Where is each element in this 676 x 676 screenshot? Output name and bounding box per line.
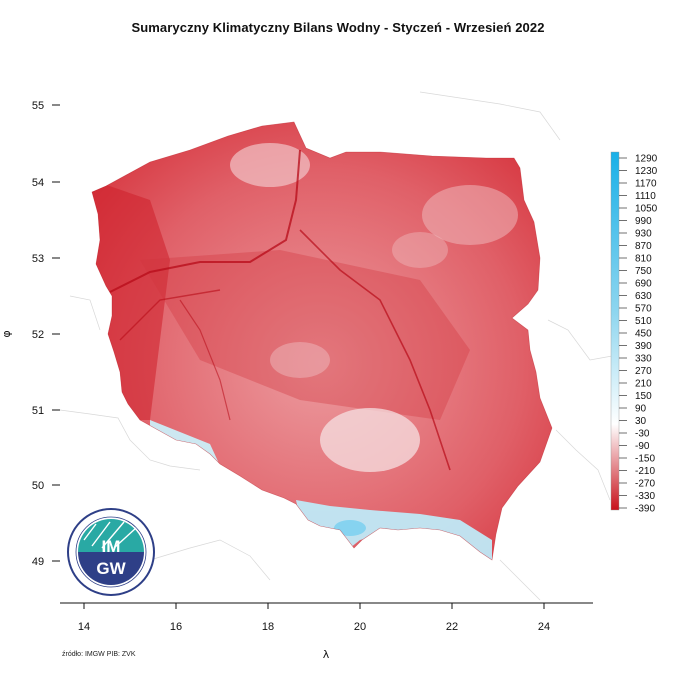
logo-text-top: IM	[102, 537, 121, 556]
legend-label: 390	[635, 341, 652, 352]
x-axis: 14 16 18 20 22 24 λ	[60, 602, 593, 661]
legend-label: 270	[635, 366, 652, 377]
legend-label: 750	[635, 266, 652, 277]
y-tick-label: 55	[32, 100, 44, 112]
map-title: Sumaryczny Klimatyczny Bilans Wodny - St…	[131, 20, 545, 35]
legend-label: -90	[635, 441, 650, 452]
legend-label: -30	[635, 429, 650, 440]
x-tick-label: 14	[78, 621, 90, 633]
x-tick-label: 22	[446, 621, 458, 633]
legend-label: 210	[635, 379, 652, 390]
legend-label: 930	[635, 229, 652, 240]
neighbour-borders	[59, 91, 613, 601]
y-axis: 55 54 53 52 51 50 49 φ	[0, 100, 60, 568]
x-tick-label: 20	[354, 621, 366, 633]
legend-label: 690	[635, 279, 652, 290]
y-tick-label: 53	[32, 253, 44, 265]
imgw-logo: IM GW	[67, 508, 155, 596]
legend-label: -150	[635, 454, 655, 465]
legend-label: 90	[635, 404, 647, 415]
legend-label: -390	[635, 504, 655, 515]
legend-label: 450	[635, 329, 652, 340]
logo-wave-lines	[83, 521, 137, 549]
poland-water-balance-raster	[91, 121, 553, 561]
x-tick-label: 18	[262, 621, 274, 633]
legend-label: 30	[635, 416, 647, 427]
y-axis-title: φ	[0, 330, 13, 337]
y-tick-label: 54	[32, 177, 44, 189]
legend-label: 810	[635, 254, 652, 265]
legend-label: 630	[635, 291, 652, 302]
y-tick-label: 51	[32, 405, 44, 417]
logo-text-bottom: GW	[96, 559, 126, 578]
legend-label: 510	[635, 316, 652, 327]
legend-label: -330	[635, 491, 655, 502]
legend-label: 1110	[635, 191, 656, 202]
y-tick-label: 49	[32, 556, 44, 568]
x-tick-label: 24	[538, 621, 550, 633]
legend-label: 1230	[635, 166, 658, 177]
legend-label: 870	[635, 241, 652, 252]
y-tick-label: 52	[32, 329, 44, 341]
legend-label: 1050	[635, 204, 658, 215]
legend-label: -210	[635, 466, 655, 477]
legend-label: 1290	[635, 154, 658, 165]
legend-label: 570	[635, 304, 652, 315]
legend-label: -270	[635, 479, 655, 490]
legend-label: 150	[635, 391, 652, 402]
legend-label: 330	[635, 354, 652, 365]
source-note: źródło: IMGW PIB: ZVK	[62, 651, 136, 658]
x-tick-label: 16	[170, 621, 182, 633]
x-axis-title: λ	[323, 648, 330, 661]
legend-label: 990	[635, 216, 652, 227]
legend-colorbar	[610, 151, 620, 511]
legend-label: 1170	[635, 179, 657, 190]
y-tick-label: 50	[32, 480, 44, 492]
